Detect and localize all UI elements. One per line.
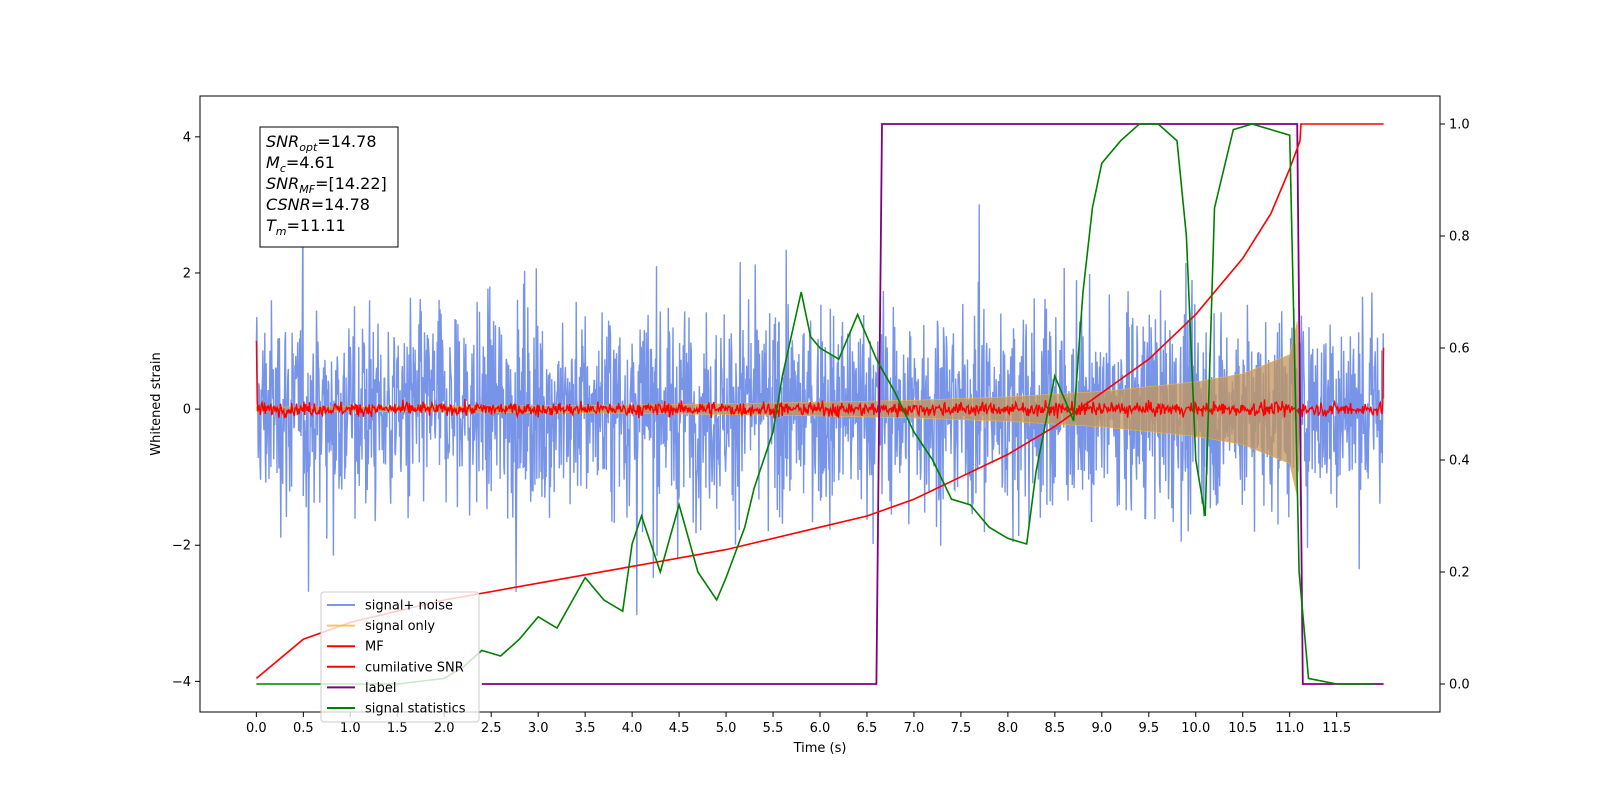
annotation-subscript: MF [299, 183, 315, 196]
x-tick-label: 9.5 [1138, 721, 1159, 736]
x-tick-label: 6.0 [810, 721, 831, 736]
legend-label: signal+ noise [365, 599, 453, 614]
x-tick-label: 0.5 [293, 721, 314, 736]
annotation-subscript: opt [299, 141, 318, 154]
x-tick-label: 6.5 [857, 721, 878, 736]
annotation-subscript: m [276, 225, 287, 238]
x-tick-label: 2.0 [434, 721, 455, 736]
legend: signal+ noise signal only MF cumilative SNR… [320, 591, 480, 723]
annotation-line: CSNR=14.78 [266, 195, 370, 214]
x-tick-label: 7.5 [951, 721, 972, 736]
x-tick-label: 11.0 [1275, 721, 1304, 736]
x-tick-label: 10.0 [1181, 721, 1210, 736]
right-y-tick-label: 0.2 [1449, 566, 1470, 581]
legend-label: MF [365, 640, 384, 655]
x-tick-label: 0.0 [246, 721, 267, 736]
left-y-tick-label: −2 [172, 539, 191, 554]
x-tick-label: 11.5 [1322, 721, 1351, 736]
x-tick-label: 3.5 [575, 721, 596, 736]
annotation-line: SNRopt=14.78 [266, 132, 377, 154]
annotation-value: =4.61 [286, 153, 335, 172]
right-y-tick-label: 1.0 [1449, 118, 1470, 133]
annotation-line: SNRMF=[14.22] [266, 174, 387, 196]
annotation-value: =14.78 [317, 132, 376, 151]
x-tick-label: 4.0 [622, 721, 643, 736]
left-y-tick-label: 4 [183, 130, 191, 145]
x-tick-label: 10.5 [1228, 721, 1257, 736]
x-tick-label: 1.0 [340, 721, 361, 736]
annotation-symbol: T [266, 216, 277, 235]
right-y-tick-label: 0.4 [1449, 454, 1470, 469]
x-tick-label: 3.0 [528, 721, 549, 736]
x-tick-label: 5.5 [763, 721, 784, 736]
left-y-tick-label: 0 [183, 403, 191, 418]
x-tick-label: 8.5 [1045, 721, 1066, 736]
plot-area [255, 123, 1385, 685]
signal-only-series [256, 321, 1301, 498]
x-tick-label: 5.0 [716, 721, 737, 736]
left-y-tick-label: 2 [183, 266, 191, 281]
signal-only-envelope [256, 321, 1300, 498]
right-y-tick-label: 0.0 [1449, 678, 1470, 693]
x-axis-label: Time (s) [793, 741, 847, 756]
x-tick-label: 4.5 [669, 721, 690, 736]
legend-label: signal statistics [365, 702, 466, 717]
x-tick-label: 7.0 [904, 721, 925, 736]
annotation-line: Mc=4.61 [266, 153, 335, 175]
label-series [481, 123, 1384, 685]
legend-label: label [365, 681, 396, 696]
x-tick-label: 1.5 [387, 721, 408, 736]
annotation-box-frame [259, 126, 399, 248]
right-y-tick-label: 0.6 [1449, 342, 1470, 357]
y-axis-label: Whitened strain [149, 352, 164, 455]
left-y-axis-ticks: −4 −2 0 2 4 [172, 130, 200, 690]
right-y-tick-label: 0.8 [1449, 230, 1470, 245]
annotation-symbol: M [266, 153, 280, 172]
legend-label: signal only [365, 619, 435, 634]
annotation-box: SNRopt=14.78Mc=4.61SNRMF=[14.22]CSNR=14.… [259, 126, 399, 248]
x-tick-label: 9.0 [1091, 721, 1112, 736]
mf-series [255, 340, 1385, 420]
right-y-axis-ticks: 0.0 0.2 0.4 0.6 0.8 1.0 [1440, 118, 1470, 693]
legend-frame [320, 591, 480, 723]
legend-label: cumilative SNR [365, 660, 464, 675]
annotation-value: =14.78 [311, 195, 370, 214]
x-axis-ticks: 0.0 0.5 1.0 1.5 2.0 2.5 3.0 3.5 4.0 4.5 5.0 5.5 6.0 6… [246, 712, 1351, 736]
x-tick-label: 2.5 [481, 721, 502, 736]
signal-statistics-series [256, 123, 1375, 685]
annotation-symbol: SNR [266, 174, 299, 193]
annotation-symbol: SNR [266, 132, 299, 151]
left-y-tick-label: −4 [172, 675, 191, 690]
annotation-subscript: c [280, 162, 286, 175]
annotation-value: =[14.22] [315, 174, 387, 193]
annotation-symbol: CSNR [266, 195, 311, 214]
x-tick-label: 8.0 [998, 721, 1019, 736]
annotation-value: =11.11 [287, 216, 346, 235]
cumulative-snr-series [255, 123, 1384, 680]
annotation-line: Tm=11.11 [266, 216, 346, 238]
